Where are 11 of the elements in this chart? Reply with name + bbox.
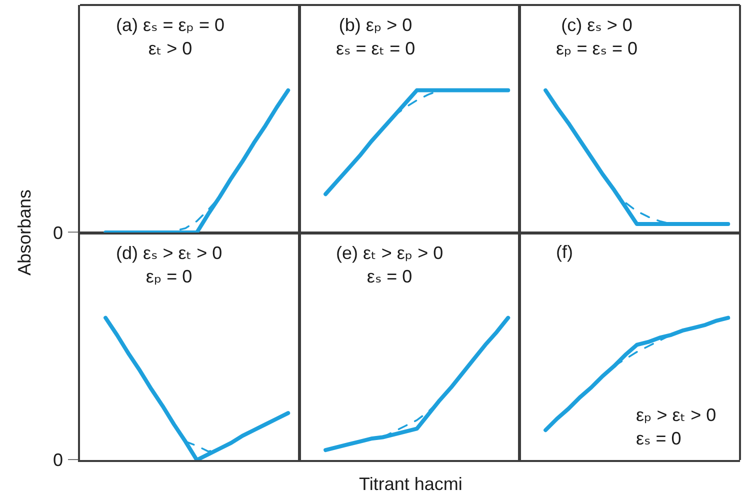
- ref-line-label: 0: [53, 223, 64, 243]
- chart-title: (a) εₛ = εₚ = 0 εₜ > 0: [116, 15, 225, 58]
- y-axis-title: Absorbans: [14, 189, 34, 276]
- chart-title: (c) εₛ > 0 εₚ = εₛ = 0: [556, 15, 638, 58]
- x-axis-title: Titrant hacmi: [359, 474, 462, 494]
- chart-title: (e) εₜ > εₚ > 0 εₛ = 0: [336, 243, 444, 286]
- chart-title: (d) εₛ > εₜ > 0 εₚ = 0: [116, 243, 222, 286]
- chart-title: (b) εₚ > 0 εₛ = εₜ = 0: [336, 15, 416, 58]
- chart-title: (f): [556, 242, 573, 262]
- ref-line-label: 0: [53, 450, 64, 470]
- annotation: εₚ > εₜ > 0 εₛ = 0: [636, 405, 716, 448]
